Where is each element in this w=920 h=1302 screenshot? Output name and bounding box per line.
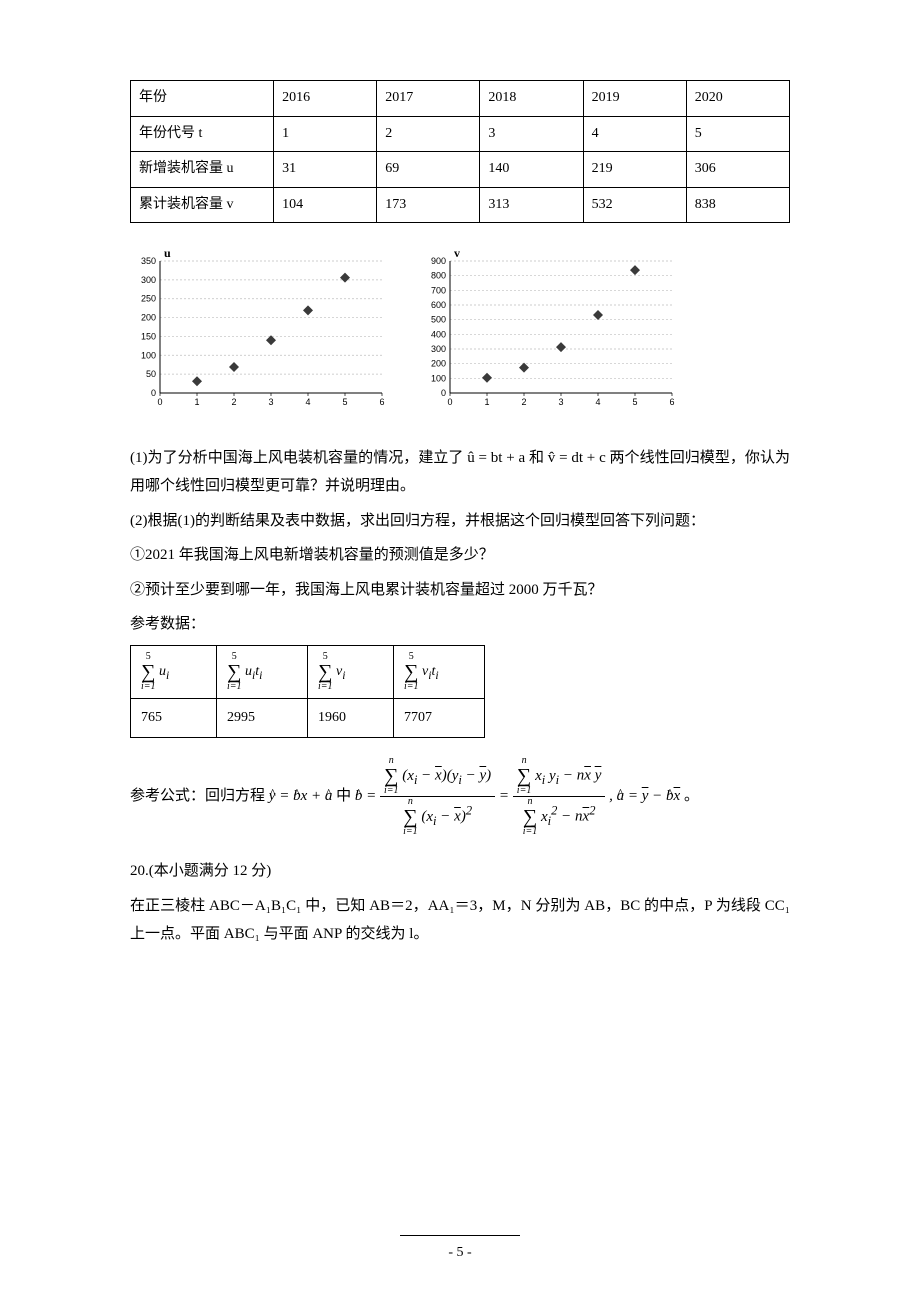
ref-table-header: 5∑i=1 ui — [131, 645, 217, 698]
svg-text:150: 150 — [141, 332, 156, 342]
year-data-table: 年份20162017201820192020 年份代号 t12345 新增装机容量 … — [130, 80, 790, 223]
svg-text:900: 900 — [431, 256, 446, 266]
svg-text:0: 0 — [151, 388, 156, 398]
ref-table-value: 1960 — [308, 698, 394, 738]
table-cell: 2016 — [274, 81, 377, 117]
svg-text:300: 300 — [141, 275, 156, 285]
svg-text:100: 100 — [141, 351, 156, 361]
svg-text:0: 0 — [447, 397, 452, 407]
question-2b: ②预计至少要到哪一年，我国海上风电累计装机容量超过 2000 万千瓦？ — [130, 576, 790, 605]
svg-text:50: 50 — [146, 370, 156, 380]
svg-text:1: 1 — [194, 397, 199, 407]
table-row-label: 年份代号 t — [131, 116, 274, 152]
svg-text:3: 3 — [558, 397, 563, 407]
table-cell: 173 — [377, 187, 480, 223]
table-cell: 69 — [377, 152, 480, 188]
svg-text:200: 200 — [141, 313, 156, 323]
svg-text:500: 500 — [431, 315, 446, 325]
svg-text:2: 2 — [521, 397, 526, 407]
table-cell: 313 — [480, 187, 583, 223]
table-cell: 2017 — [377, 81, 480, 117]
svg-text:300: 300 — [431, 344, 446, 354]
table-cell: 2018 — [480, 81, 583, 117]
svg-text:250: 250 — [141, 294, 156, 304]
svg-text:0: 0 — [157, 397, 162, 407]
page-number: - 5 - — [448, 1245, 471, 1260]
svg-text:100: 100 — [431, 374, 446, 384]
formula-fraction-1: n∑i=1 (xi − x)(yi − y) n∑i=1 (xi − x)2 — [380, 756, 495, 837]
ref-table-value: 2995 — [217, 698, 308, 738]
formula-label: 参考公式：回归方程 — [130, 788, 265, 804]
table-row-label: 年份 — [131, 81, 274, 117]
table-cell: 4 — [583, 116, 686, 152]
chart-u: u 0 50 100 150 200 250 300 350 0 1 2 3 4 5 6 — [130, 243, 390, 424]
table-cell: 31 — [274, 152, 377, 188]
svg-text:5: 5 — [342, 397, 347, 407]
page-footer: - 5 - — [0, 1235, 920, 1267]
svg-text:3: 3 — [268, 397, 273, 407]
question-20-body: 在正三棱柱 ABC－A₁B₁C₁ 中，已知 AB＝2，AA₁＝3，M，N 分别为… — [130, 892, 790, 949]
svg-text:400: 400 — [431, 330, 446, 340]
svg-text:4: 4 — [305, 397, 310, 407]
svg-text:600: 600 — [431, 300, 446, 310]
ref-table-value: 765 — [131, 698, 217, 738]
svg-text:350: 350 — [141, 256, 156, 266]
table-cell: 2 — [377, 116, 480, 152]
table-cell: 306 — [686, 152, 789, 188]
table-cell: 2019 — [583, 81, 686, 117]
svg-text:6: 6 — [379, 397, 384, 407]
formula-fraction-2: n∑i=1 xi yi − nx y n∑i=1 xi2 − nx2 — [513, 756, 606, 837]
reference-formula: 参考公式：回归方程 y = bx + a 中 b = n∑i=1 (xi − x… — [130, 756, 790, 837]
ref-table-header: 5∑i=1 vi — [308, 645, 394, 698]
reference-data-table: 5∑i=1 ui5∑i=1 uiti5∑i=1 vi5∑i=1 viti 7652… — [130, 645, 485, 739]
table-cell: 3 — [480, 116, 583, 152]
svg-text:1: 1 — [484, 397, 489, 407]
table-cell: 5 — [686, 116, 789, 152]
question-20-number: 20.(本小题满分 12 分) — [130, 857, 790, 886]
table-cell: 1 — [274, 116, 377, 152]
table-row-label: 累计装机容量 v — [131, 187, 274, 223]
chart-v: v 0 100 200 300 400 500 600 700 800 900 0 1 2 3 4 5 6 — [420, 243, 680, 424]
ref-table-header: 5∑i=1 viti — [394, 645, 485, 698]
svg-text:5: 5 — [632, 397, 637, 407]
svg-text:u: u — [164, 246, 171, 260]
question-1: (1)为了分析中国海上风电装机容量的情况，建立了 û = bt + a 和 v̂… — [130, 444, 790, 501]
svg-text:800: 800 — [431, 271, 446, 281]
ref-table-value: 7707 — [394, 698, 485, 738]
table-cell: 219 — [583, 152, 686, 188]
charts-row: u0501001502002503003500123456 v010020030… — [130, 243, 790, 424]
question-2a: ①2021 年我国海上风电新增装机容量的预测值是多少？ — [130, 541, 790, 570]
table-cell: 2020 — [686, 81, 789, 117]
table-cell: 140 — [480, 152, 583, 188]
reference-data-label: 参考数据： — [130, 610, 790, 639]
table-cell: 838 — [686, 187, 789, 223]
svg-text:2: 2 — [231, 397, 236, 407]
footer-rule — [400, 1235, 520, 1236]
table-row-label: 新增装机容量 u — [131, 152, 274, 188]
question-2: (2)根据(1)的判断结果及表中数据，求出回归方程，并根据这个回归模型回答下列问… — [130, 507, 790, 536]
svg-text:v: v — [454, 246, 460, 260]
svg-text:700: 700 — [431, 286, 446, 296]
svg-text:6: 6 — [669, 397, 674, 407]
table-cell: 532 — [583, 187, 686, 223]
svg-text:200: 200 — [431, 359, 446, 369]
table-cell: 104 — [274, 187, 377, 223]
svg-text:0: 0 — [441, 388, 446, 398]
formula-tail: 。 — [684, 788, 699, 804]
svg-text:4: 4 — [595, 397, 600, 407]
ref-table-header: 5∑i=1 uiti — [217, 645, 308, 698]
